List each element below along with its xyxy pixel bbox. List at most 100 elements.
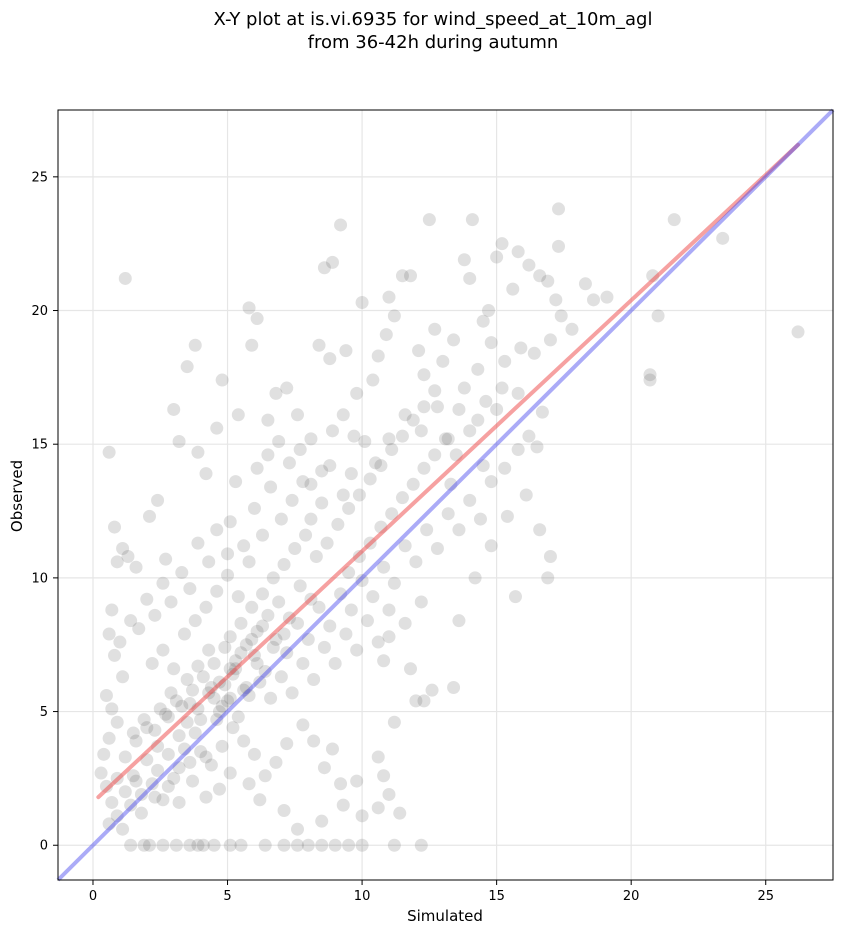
data-point bbox=[290, 408, 304, 422]
data-point bbox=[323, 459, 337, 473]
data-point bbox=[549, 293, 563, 307]
data-point bbox=[108, 648, 122, 662]
data-point bbox=[315, 814, 329, 828]
data-point bbox=[274, 512, 288, 526]
data-point bbox=[261, 608, 275, 622]
data-point bbox=[124, 798, 138, 812]
data-point bbox=[129, 560, 143, 574]
data-point bbox=[250, 624, 264, 638]
data-point bbox=[393, 806, 407, 820]
data-point bbox=[105, 603, 119, 617]
data-point bbox=[172, 435, 186, 449]
data-point bbox=[272, 595, 286, 609]
data-point bbox=[447, 681, 461, 694]
data-point bbox=[129, 774, 143, 788]
data-point bbox=[463, 424, 477, 438]
data-point bbox=[643, 368, 657, 382]
data-point bbox=[409, 694, 423, 708]
data-point bbox=[215, 373, 229, 387]
data-point bbox=[398, 616, 412, 630]
data-point bbox=[94, 766, 108, 780]
data-point bbox=[180, 360, 194, 374]
data-point bbox=[237, 539, 251, 553]
data-point bbox=[293, 579, 307, 593]
data-point bbox=[600, 290, 614, 304]
data-point bbox=[280, 646, 294, 660]
data-point bbox=[199, 790, 213, 804]
data-point bbox=[533, 269, 547, 283]
data-point bbox=[264, 480, 278, 494]
data-point bbox=[328, 838, 342, 852]
data-point bbox=[183, 582, 197, 596]
data-point bbox=[180, 672, 194, 686]
data-point bbox=[500, 509, 514, 523]
data-point bbox=[371, 750, 385, 764]
data-point bbox=[430, 400, 444, 414]
data-point bbox=[293, 443, 307, 457]
data-point bbox=[667, 213, 681, 227]
data-point bbox=[428, 384, 442, 398]
data-point bbox=[245, 600, 259, 614]
data-point bbox=[436, 354, 450, 368]
data-point bbox=[463, 271, 477, 285]
data-point bbox=[199, 600, 213, 614]
data-point bbox=[105, 702, 119, 716]
data-point bbox=[116, 670, 130, 684]
data-point bbox=[344, 467, 358, 481]
data-point bbox=[643, 373, 657, 387]
data-point bbox=[237, 734, 251, 748]
data-point bbox=[261, 448, 275, 462]
data-point bbox=[465, 213, 479, 227]
y-tick-label: 5 bbox=[40, 705, 48, 720]
data-point bbox=[339, 344, 353, 358]
data-point bbox=[417, 461, 431, 475]
data-point bbox=[565, 322, 579, 336]
data-point bbox=[336, 408, 350, 422]
x-tick-label: 25 bbox=[757, 889, 774, 904]
data-point bbox=[495, 381, 509, 395]
data-point bbox=[350, 386, 364, 400]
y-tick-label: 10 bbox=[31, 571, 48, 586]
data-point bbox=[323, 352, 337, 366]
data-point bbox=[508, 590, 522, 604]
data-point bbox=[355, 838, 369, 852]
data-point bbox=[175, 699, 189, 713]
data-point bbox=[325, 742, 339, 756]
data-point bbox=[280, 737, 294, 751]
data-point bbox=[288, 541, 302, 555]
data-point bbox=[452, 523, 466, 537]
data-point bbox=[522, 429, 536, 443]
data-point bbox=[541, 571, 555, 585]
data-point bbox=[350, 643, 364, 657]
data-point bbox=[272, 435, 286, 449]
x-tick-label: 10 bbox=[354, 889, 371, 904]
data-point bbox=[183, 755, 197, 769]
data-point bbox=[290, 822, 304, 836]
data-point bbox=[191, 659, 205, 673]
data-point bbox=[791, 325, 805, 339]
data-point bbox=[199, 750, 213, 764]
data-point bbox=[269, 755, 283, 769]
data-point bbox=[204, 758, 218, 772]
data-point bbox=[145, 656, 159, 670]
data-points bbox=[94, 202, 805, 852]
data-point bbox=[285, 493, 299, 507]
data-point bbox=[417, 368, 431, 382]
data-point bbox=[99, 779, 113, 793]
data-point bbox=[506, 282, 520, 296]
data-point bbox=[274, 670, 288, 684]
data-point bbox=[121, 549, 135, 563]
data-point bbox=[137, 838, 151, 852]
data-point bbox=[221, 568, 235, 582]
data-point bbox=[223, 691, 237, 705]
data-point bbox=[301, 838, 315, 852]
data-point bbox=[385, 443, 399, 457]
data-point bbox=[266, 640, 280, 654]
data-point bbox=[355, 809, 369, 823]
data-point bbox=[452, 614, 466, 628]
data-point bbox=[406, 477, 420, 491]
data-point bbox=[498, 354, 512, 368]
data-point bbox=[239, 638, 253, 652]
data-point bbox=[156, 838, 170, 852]
data-point bbox=[382, 630, 396, 644]
